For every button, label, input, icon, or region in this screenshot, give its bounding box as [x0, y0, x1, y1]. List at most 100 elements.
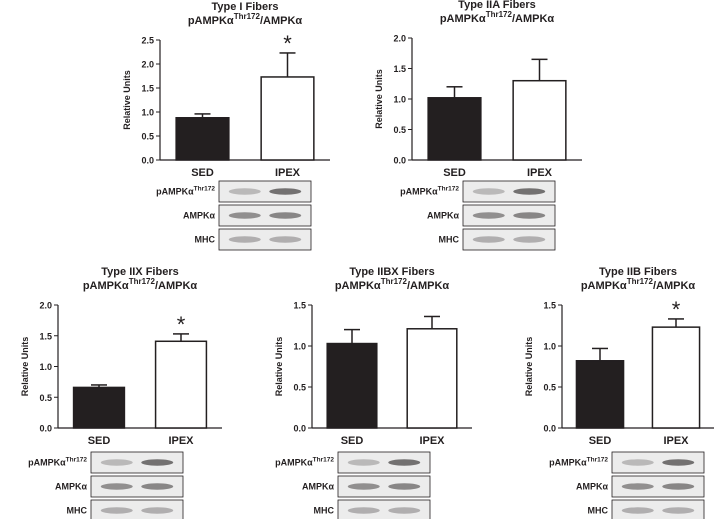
blot-label-base: pAMPKα	[549, 458, 587, 468]
blot-band	[347, 507, 380, 514]
blot-band	[621, 459, 654, 466]
y-tick-label: 2.0	[39, 301, 52, 311]
subtitle-base: pAMPKα	[335, 280, 381, 292]
significance-marker: *	[177, 312, 186, 337]
subtitle-base: pAMPKα	[188, 15, 234, 27]
x-tick-label: SED	[443, 167, 466, 179]
blot-band	[347, 459, 380, 466]
blot-label-base: pAMPKα	[275, 458, 313, 468]
y-tick-label: 1.5	[141, 84, 154, 94]
subtitle-rest: /AMPKα	[407, 280, 449, 292]
chart-subtitle: pAMPKαThr172/AMPKα	[188, 12, 303, 27]
blot-label: MHC	[67, 506, 88, 516]
y-tick-label: 1.0	[141, 108, 154, 118]
blot-band	[141, 483, 174, 490]
y-axis-label: Relative Units	[524, 337, 534, 397]
blot-label: MHC	[314, 506, 335, 516]
bar	[326, 342, 378, 429]
chart-subtitle: pAMPKαThr172/AMPKα	[581, 277, 696, 292]
y-tick-label: 0.5	[293, 383, 306, 393]
blot-image	[462, 180, 556, 203]
blot-label: MHC	[588, 506, 609, 516]
blot-image	[90, 499, 184, 519]
subtitle-base: pAMPKα	[440, 13, 486, 25]
significance-marker: *	[672, 297, 681, 322]
bar	[406, 328, 458, 429]
blot-label: pAMPKαThr172	[400, 186, 459, 197]
bar	[154, 340, 208, 429]
blot-band	[662, 507, 695, 514]
chart-title: Type IIBX Fibers	[349, 266, 434, 278]
blot-label: AMPKα	[55, 482, 87, 492]
blot-band	[388, 507, 421, 514]
blot-label: pAMPKαThr172	[156, 186, 215, 197]
y-tick-label: 0.0	[543, 424, 556, 434]
blot-image	[611, 475, 705, 498]
blot-band	[100, 483, 133, 490]
blot-image	[462, 204, 556, 227]
y-tick-label: 1.0	[393, 95, 406, 105]
blot-label: pAMPKαThr172	[28, 457, 87, 468]
blot-image	[611, 499, 705, 519]
subtitle-sup: Thr172	[627, 277, 654, 286]
chart-title: Type IIX Fibers	[101, 266, 178, 278]
subtitle-sup: Thr172	[129, 277, 156, 286]
blot-band	[228, 236, 261, 243]
x-tick-label: IPEX	[275, 167, 301, 179]
x-tick-label: SED	[589, 435, 612, 447]
bar	[72, 386, 126, 429]
blot-label-sup: Thr172	[66, 457, 88, 464]
blot-image	[218, 204, 312, 227]
y-tick-label: 1.5	[393, 64, 406, 74]
bar	[575, 360, 625, 429]
x-tick-label: SED	[88, 435, 111, 447]
blot-band	[472, 212, 505, 219]
bar	[175, 117, 230, 161]
y-tick-label: 1.5	[39, 331, 52, 341]
subtitle-sup: Thr172	[234, 12, 261, 21]
subtitle-rest: /AMPKα	[653, 280, 695, 292]
blot-image	[218, 180, 312, 203]
subtitle-sup: Thr172	[486, 10, 513, 19]
y-axis-label: Relative Units	[122, 70, 132, 130]
blot-image	[611, 451, 705, 474]
chart-title: Type I Fibers	[211, 1, 278, 13]
blot-band	[141, 459, 174, 466]
subtitle-rest: /AMPKα	[155, 280, 197, 292]
blot-label-sup: Thr172	[194, 186, 216, 193]
blot-label: AMPKα	[576, 482, 608, 492]
blot-band	[513, 236, 546, 243]
blot-image	[337, 499, 431, 519]
bar	[260, 76, 315, 161]
chart-subtitle: pAMPKαThr172/AMPKα	[440, 10, 555, 25]
chart-title: Type IIA Fibers	[458, 0, 536, 11]
chart-subtitle: pAMPKαThr172/AMPKα	[83, 277, 198, 292]
blot-band	[347, 483, 380, 490]
blot-label-sup: Thr172	[313, 457, 335, 464]
blot-band	[141, 507, 174, 514]
blot-image	[90, 475, 184, 498]
x-tick-label: IPEX	[527, 167, 553, 179]
blot-label-sup: Thr172	[587, 457, 609, 464]
y-tick-label: 1.0	[543, 342, 556, 352]
blot-band	[269, 188, 302, 195]
x-tick-label: IPEX	[419, 435, 445, 447]
blot-label-sup: Thr172	[438, 186, 460, 193]
y-axis-label: Relative Units	[374, 69, 384, 129]
y-tick-label: 0.0	[293, 424, 306, 434]
x-tick-label: IPEX	[168, 435, 194, 447]
blot-image	[218, 228, 312, 251]
blot-band	[228, 188, 261, 195]
blot-label: AMPKα	[427, 211, 459, 221]
y-tick-label: 0.5	[393, 125, 406, 135]
blot-label-base: pAMPKα	[156, 187, 194, 197]
blot-band	[621, 507, 654, 514]
subtitle-rest: /AMPKα	[512, 13, 554, 25]
y-tick-label: 0.5	[141, 132, 154, 142]
subtitle-sup: Thr172	[381, 277, 408, 286]
y-tick-label: 0.0	[141, 156, 154, 166]
bar	[651, 326, 701, 429]
x-tick-label: IPEX	[663, 435, 689, 447]
blot-band	[388, 459, 421, 466]
